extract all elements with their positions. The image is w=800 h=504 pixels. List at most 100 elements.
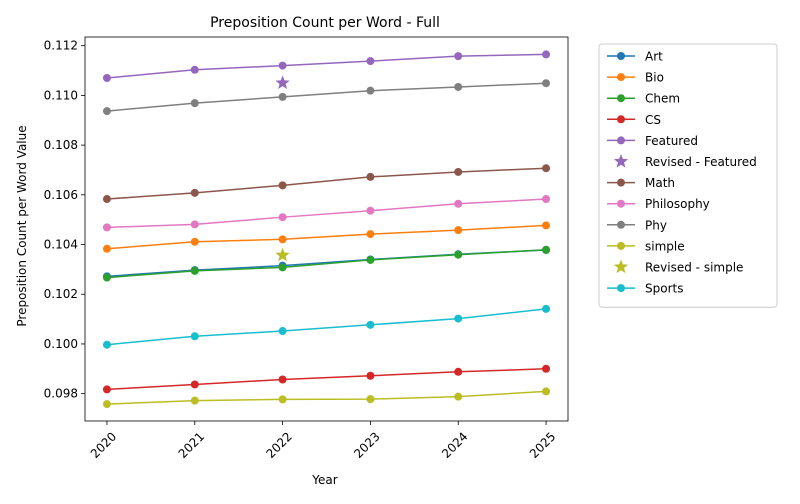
- series-line-math: [106, 167, 547, 200]
- legend-label-bio: Bio: [645, 71, 664, 85]
- data-point-featured: [190, 65, 199, 74]
- series-line-phy: [106, 82, 547, 112]
- data-point-sports: [278, 327, 287, 336]
- x-axis-label: Year: [311, 473, 337, 487]
- legend-box: [598, 43, 778, 308]
- data-point-philosophy: [102, 223, 111, 232]
- data-point-philosophy: [278, 213, 287, 222]
- legend-label-featured: Featured: [645, 134, 698, 148]
- legend: Art Bio Chem CS Featured Revised - Featured Ma…: [598, 43, 778, 308]
- data-point-chem: [278, 263, 287, 272]
- x-tick-label: 2025: [527, 429, 558, 460]
- data-point-bio: [190, 237, 199, 246]
- x-tick-label: 2023: [351, 429, 382, 460]
- data-point-bio: [542, 221, 551, 230]
- data-point-sports: [454, 314, 463, 323]
- data-point-phy: [190, 99, 199, 108]
- legend-label-simple: simple: [645, 239, 685, 253]
- legend-label-revised-simple: Revised - simple: [645, 261, 743, 275]
- data-point-simple: [190, 396, 199, 405]
- legend-label-revised-featured: Revised - Featured: [645, 155, 757, 169]
- legend-label-sports: Sports: [645, 282, 683, 296]
- legend-label-phy: Phy: [645, 218, 667, 232]
- axes-frame: [84, 36, 569, 422]
- data-point-math: [278, 181, 287, 190]
- star-marker-revised-simple: [275, 247, 290, 262]
- data-point-featured: [454, 52, 463, 61]
- series-line-simple: [106, 390, 547, 405]
- legend-label-cs: CS: [645, 113, 661, 127]
- legend-marker-chem: [617, 94, 625, 103]
- data-point-chem: [542, 245, 551, 254]
- data-point-sports: [190, 332, 199, 341]
- data-point-philosophy: [454, 199, 463, 208]
- series-line-bio: [106, 224, 547, 250]
- legend-label-art: Art: [645, 50, 663, 64]
- y-tick-label: 0.110: [44, 88, 78, 102]
- data-point-chem: [190, 266, 199, 275]
- data-point-featured: [278, 61, 287, 70]
- data-point-simple: [366, 395, 375, 404]
- data-point-math: [190, 188, 199, 197]
- data-point-cs: [102, 385, 111, 394]
- y-tick-label: 0.106: [44, 188, 78, 202]
- data-point-cs: [278, 375, 287, 384]
- legend-marker-phy: [617, 220, 625, 229]
- data-point-sports: [542, 304, 551, 313]
- x-tick-label: 2024: [439, 429, 470, 460]
- data-point-cs: [366, 371, 375, 380]
- data-point-cs: [190, 380, 199, 389]
- y-tick-label: 0.108: [44, 138, 78, 152]
- x-tick-label: 2020: [88, 429, 119, 460]
- data-point-chem: [454, 250, 463, 259]
- legend-marker-philosophy: [617, 199, 625, 208]
- data-point-simple: [278, 395, 287, 404]
- data-point-chem: [366, 255, 375, 264]
- data-point-simple: [542, 387, 551, 396]
- data-point-featured: [102, 74, 111, 83]
- data-point-featured: [542, 50, 551, 59]
- data-point-bio: [366, 230, 375, 239]
- data-point-math: [542, 164, 551, 173]
- data-point-featured: [366, 57, 375, 66]
- data-point-philosophy: [542, 195, 551, 204]
- series-line-featured: [106, 53, 547, 79]
- legend-label-philosophy: Philosophy: [645, 197, 710, 211]
- data-point-simple: [102, 400, 111, 409]
- legend-marker-cs: [617, 115, 625, 124]
- data-point-sports: [366, 320, 375, 329]
- legend-marker-featured: [617, 136, 625, 145]
- y-tick-label: 0.112: [44, 39, 78, 53]
- data-point-simple: [454, 392, 463, 401]
- legend-star-revised-simple: [613, 259, 629, 274]
- series-line-chem: [106, 249, 547, 279]
- plot-area: 2020 2021 2022 2023 2024 2025 0.098 0.100 0.102 0…: [44, 36, 569, 461]
- legend-label-chem: Chem: [645, 92, 680, 106]
- y-axis-label: Preposition Count per Word Value: [15, 125, 29, 326]
- x-tick-label: 2022: [263, 429, 294, 460]
- data-point-chem: [102, 273, 111, 282]
- legend-star-revised-featured: [613, 154, 629, 168]
- data-point-bio: [454, 226, 463, 235]
- legend-marker-art: [617, 52, 625, 60]
- data-point-math: [366, 172, 375, 181]
- data-point-cs: [542, 364, 551, 373]
- chart-title: Preposition Count per Word - Full: [210, 15, 440, 31]
- y-tick-label: 0.100: [44, 337, 78, 351]
- y-tick-label: 0.098: [44, 387, 78, 401]
- legend-marker-bio: [617, 73, 625, 82]
- x-tick-label: 2021: [176, 429, 207, 460]
- star-marker-revised-featured: [275, 75, 290, 90]
- data-point-cs: [454, 367, 463, 376]
- data-point-bio: [278, 235, 287, 244]
- y-tick-label: 0.102: [44, 287, 78, 301]
- series-line-sports: [106, 308, 547, 346]
- legend-marker-simple: [617, 241, 625, 250]
- y-tick-label: 0.104: [44, 238, 78, 252]
- data-point-bio: [102, 244, 111, 253]
- legend-marker-sports: [617, 284, 625, 293]
- legend-label-math: Math: [645, 176, 675, 190]
- series-line-philosophy: [106, 198, 547, 229]
- data-point-philosophy: [366, 206, 375, 215]
